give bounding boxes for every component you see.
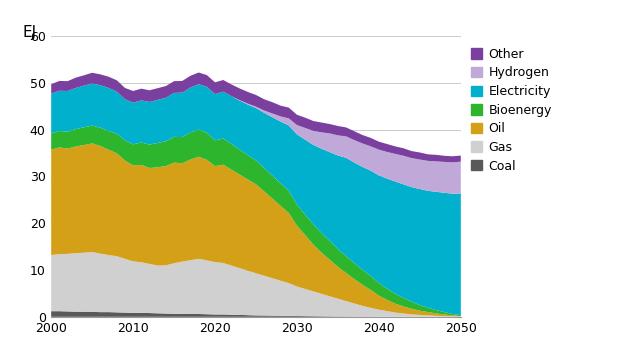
Text: EJ: EJ: [22, 25, 36, 40]
Legend: Other, Hydrogen, Electricity, Bioenergy, Oil, Gas, Coal: Other, Hydrogen, Electricity, Bioenergy,…: [471, 48, 552, 172]
